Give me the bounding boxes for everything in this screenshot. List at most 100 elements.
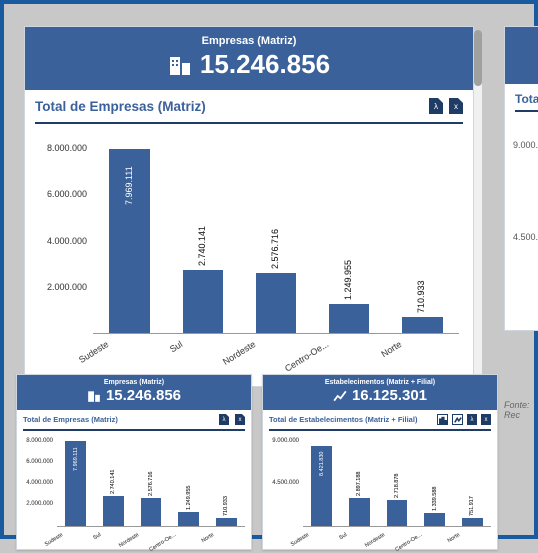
card-header-value: 15.246.856 — [106, 387, 181, 404]
bar-value-label: 7.969.111 — [73, 447, 79, 471]
chart-type-line-icon[interactable] — [452, 414, 463, 425]
divider — [35, 122, 463, 124]
y-tick-label: 9.000.000 — [269, 438, 299, 444]
card-header-value: 15.246.856 — [200, 49, 330, 80]
y-tick-label: 8.000.000 — [23, 438, 53, 444]
bar-value-label: 751.917 — [469, 497, 475, 517]
bar-value-label: 1.339.588 — [432, 486, 438, 510]
x-tick-label: Sul — [92, 532, 102, 541]
plot-area: 9.000.0004.500.0008.421.830Sudeste2.897.… — [303, 441, 491, 527]
card-subheader: Total de Empresas (Matriz) λ x — [17, 410, 251, 427]
mini-card-empresas: Empresas (Matriz) 15.246.856 Total de Em… — [16, 374, 252, 550]
plot-area: 8.000.0006.000.0004.000.0002.000.0007.96… — [93, 148, 459, 334]
card-header-title: Empresas (Matriz) — [25, 35, 473, 47]
bar-value-label: 710.933 — [223, 496, 229, 516]
card-header: Estabelecimentos (Matriz + Filial) 16.12… — [263, 375, 497, 410]
x-tick-label: Centro-Oe... — [149, 532, 178, 553]
y-tick-label: 4.500. — [513, 232, 538, 242]
y-tick-label: 9.000. — [513, 140, 538, 150]
bar-value-label: 2.576.716 — [148, 472, 154, 496]
scrollbar-track[interactable] — [474, 30, 482, 390]
bar-value-label: 1.249.955 — [186, 486, 192, 510]
bar[interactable]: 2.740.141 — [103, 496, 124, 525]
bar[interactable]: 751.917 — [462, 518, 483, 525]
bar-value-label: 710.933 — [416, 280, 426, 313]
y-tick-label: 8.000.000 — [35, 143, 87, 153]
card-sub-title: Total — [505, 84, 538, 108]
card-header: Empresas (Matriz) 15.246.856 — [17, 375, 251, 410]
bar[interactable]: 7.969.111 — [109, 149, 149, 333]
x-tick-label: Sudeste — [290, 532, 310, 548]
bar[interactable]: 8.421.830 — [311, 446, 332, 526]
card-header-title: Estabelecimentos (Matriz + Filial) — [263, 379, 497, 386]
divider — [515, 110, 538, 112]
bar[interactable]: 2.576.716 — [256, 273, 296, 333]
mini-card-estabelecimentos: Estabelecimentos (Matriz + Filial) 16.12… — [262, 374, 498, 550]
x-tick-label: Sul — [338, 532, 348, 541]
card-subheader: Total de Empresas (Matriz) λ x — [25, 90, 473, 118]
bar[interactable]: 710.933 — [216, 518, 237, 526]
export-pdf-icon[interactable]: λ — [467, 414, 477, 425]
x-tick-label: Norte — [446, 532, 461, 544]
bar-value-label: 7.969.111 — [124, 166, 134, 205]
buildings-icon — [87, 389, 101, 403]
bar-value-label: 2.897.188 — [356, 472, 362, 496]
card-header — [505, 27, 538, 84]
y-tick-label: 6.000.000 — [23, 459, 53, 465]
bar[interactable]: 2.740.141 — [183, 270, 223, 333]
bar-value-label: 2.740.141 — [197, 226, 207, 266]
y-tick-label: 4.000.000 — [23, 480, 53, 486]
card-sub-title: Total de Empresas (Matriz) — [23, 415, 118, 424]
x-tick-label: Centro-Oe... — [395, 532, 424, 553]
y-tick-label: 4.500.000 — [269, 480, 299, 486]
export-pdf-icon[interactable]: λ — [219, 414, 229, 425]
card-sub-title: Total de Empresas (Matriz) — [35, 99, 206, 114]
y-tick-label: 4.000.000 — [35, 236, 87, 246]
x-tick-label: Sudeste — [77, 339, 110, 365]
card-subheader: Total de Estabelecimentos (Matriz + Fili… — [263, 410, 497, 427]
export-xls-icon[interactable]: x — [481, 414, 491, 425]
bar[interactable]: 2.718.878 — [387, 500, 408, 526]
x-tick-label: Sul — [168, 339, 184, 354]
source-text: Fonte: Rec — [504, 400, 532, 420]
card-header-title: Empresas (Matriz) — [17, 379, 251, 386]
bar[interactable]: 1.249.955 — [329, 304, 369, 333]
y-tick-label: 2.000.000 — [23, 501, 53, 507]
divider — [269, 429, 491, 431]
plot-area: 8.000.0006.000.0004.000.0002.000.0007.96… — [57, 441, 245, 527]
x-tick-label: Centro-Oe... — [283, 339, 330, 374]
x-tick-label: Norte — [200, 532, 215, 544]
bar-value-label: 1.249.955 — [343, 260, 353, 300]
bar-value-label: 2.740.141 — [110, 470, 116, 494]
chart-type-bar-icon[interactable] — [437, 414, 448, 425]
x-tick-label: Nordeste — [118, 532, 140, 549]
card-empresas-matriz: Empresas (Matriz) 15.246.856 Total de Em… — [24, 26, 474, 387]
y-tick-label: 6.000.000 — [35, 189, 87, 199]
peek-y-axis: 9.000. 4.500. — [513, 140, 538, 330]
x-tick-label: Nordeste — [221, 339, 257, 367]
buildings-icon — [168, 53, 192, 77]
export-xls-icon[interactable]: x — [449, 98, 463, 114]
bar-chart: 8.000.0006.000.0004.000.0002.000.0007.96… — [33, 148, 465, 386]
bar-chart: 9.000.000 4.500.000 8.421.830Sudeste 2.897.… — [267, 441, 493, 549]
bar-value-label: 2.576.716 — [270, 229, 280, 269]
divider — [23, 429, 245, 431]
card-header-value: 16.125.301 — [352, 387, 427, 404]
bar[interactable]: 2.576.716 — [141, 498, 162, 525]
x-tick-label: Sudeste — [44, 532, 64, 548]
bar[interactable]: 710.933 — [402, 317, 442, 333]
bar-value-label: 2.718.878 — [394, 473, 400, 497]
x-tick-label: Nordeste — [364, 532, 386, 549]
x-tick-label: Norte — [380, 339, 404, 359]
bar[interactable]: 7.969.111 — [65, 441, 86, 526]
card-peek-right: Total 9.000. 4.500. — [504, 26, 538, 331]
export-pdf-icon[interactable]: λ — [429, 98, 443, 114]
export-xls-icon[interactable]: x — [235, 414, 245, 425]
bar-chart: 8.000.000 6.000.000 4.000.000 2.000.000 7.96… — [21, 441, 247, 549]
bar[interactable]: 2.897.188 — [349, 498, 370, 525]
card-sub-title: Total de Estabelecimentos (Matriz + Fili… — [269, 415, 417, 424]
trend-icon — [333, 389, 347, 403]
scrollbar-thumb[interactable] — [474, 30, 482, 86]
bar[interactable]: 1.249.955 — [178, 512, 199, 525]
bar[interactable]: 1.339.588 — [424, 513, 445, 526]
